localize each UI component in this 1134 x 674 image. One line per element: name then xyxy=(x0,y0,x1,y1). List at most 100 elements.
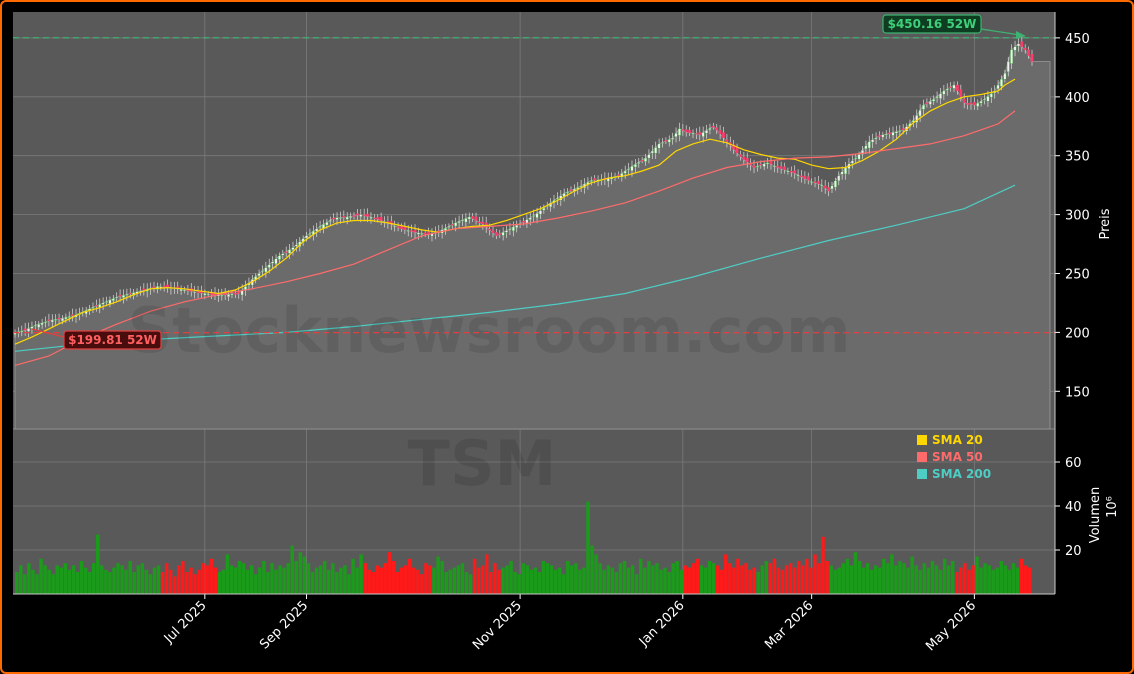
candle-body xyxy=(796,174,800,177)
volume-bar xyxy=(829,565,833,594)
candle-body xyxy=(759,164,763,166)
candle-body xyxy=(474,216,478,221)
volume-bar xyxy=(711,563,716,594)
volume-bar xyxy=(643,567,647,594)
volume-bar xyxy=(764,561,769,594)
volume-bar xyxy=(177,565,181,594)
candle-body xyxy=(210,293,213,295)
candle-body xyxy=(515,225,519,228)
volume-bar xyxy=(776,567,781,594)
candle-body xyxy=(284,251,288,253)
volume-bar xyxy=(485,554,489,594)
volume-bar xyxy=(647,561,651,594)
candle-body xyxy=(735,146,739,154)
candle-body xyxy=(352,215,356,217)
volume-bar xyxy=(744,563,748,594)
legend-entry: SMA 200 xyxy=(932,467,991,481)
candle-body xyxy=(681,129,685,131)
price-tick-label: 200 xyxy=(1065,326,1090,341)
candle-body xyxy=(152,286,156,288)
candle-body xyxy=(820,185,824,187)
volume-bar xyxy=(720,569,724,594)
candle-body xyxy=(945,88,949,91)
candle-body xyxy=(864,145,868,149)
candle-body xyxy=(488,228,491,231)
volume-bar xyxy=(164,563,169,594)
volume-bar xyxy=(707,561,712,594)
volume-bar xyxy=(1003,565,1008,594)
x-tick-label: Jul 2025 xyxy=(161,598,210,647)
candle-body xyxy=(688,129,691,133)
candle-body xyxy=(420,233,424,235)
volume-bar xyxy=(241,563,246,594)
volume-bar xyxy=(91,563,96,594)
candle-body xyxy=(593,178,597,181)
candle-body xyxy=(50,319,54,323)
candle-body xyxy=(766,162,769,165)
volume-bar xyxy=(622,561,627,594)
candle-body xyxy=(362,214,366,216)
candle-body xyxy=(589,180,593,182)
volume-bar xyxy=(902,563,906,594)
candle-body xyxy=(674,133,678,137)
candle-body xyxy=(827,187,830,192)
volume-bar xyxy=(594,554,598,594)
candle-body xyxy=(1013,46,1017,51)
candle-body xyxy=(315,228,319,232)
candle-body xyxy=(952,84,956,89)
volume-bar xyxy=(47,569,51,594)
volume-bar xyxy=(521,563,525,594)
candle-body xyxy=(739,154,742,158)
volume-bar xyxy=(497,569,501,594)
volume-bar xyxy=(1019,558,1024,594)
volume-bar xyxy=(752,567,756,594)
volume-bar xyxy=(841,563,846,594)
volume-bar xyxy=(31,569,35,594)
volume-bar xyxy=(379,567,384,594)
candle-body xyxy=(884,133,888,136)
candle-body xyxy=(634,164,637,168)
candle-body xyxy=(667,139,671,143)
candle-body xyxy=(61,318,64,322)
candle-body xyxy=(644,157,647,162)
candle-body xyxy=(179,289,183,292)
watermark-ticker: TSM xyxy=(408,427,557,500)
volume-bar xyxy=(505,565,509,594)
volume-bar xyxy=(1023,565,1028,594)
candle-body xyxy=(108,299,112,304)
volume-bar xyxy=(254,574,258,594)
candle-body xyxy=(996,84,1000,89)
candle-body xyxy=(623,170,627,174)
volume-bar xyxy=(792,567,797,594)
volume-bar xyxy=(67,569,72,594)
candle-body xyxy=(257,273,261,276)
candle-body xyxy=(556,197,559,200)
volume-bar xyxy=(464,572,469,594)
volume-bar xyxy=(35,574,39,594)
volume-tick-label: 20 xyxy=(1065,544,1082,559)
candle-body xyxy=(752,165,756,168)
volume-bar xyxy=(659,569,663,594)
candle-body xyxy=(888,132,891,134)
volume-bar xyxy=(51,574,55,594)
volume-bar xyxy=(136,565,140,594)
candle-body xyxy=(1017,43,1020,47)
volume-bar xyxy=(788,563,793,594)
low-52w-label-box xyxy=(63,330,162,350)
candle-body xyxy=(834,180,837,188)
x-tick-label: Sep 2025 xyxy=(257,598,311,652)
candle-body xyxy=(918,110,922,117)
candle-body xyxy=(525,219,529,224)
candle-body xyxy=(372,217,376,220)
candle-body xyxy=(922,104,925,110)
candle-body xyxy=(71,314,74,316)
volume-bar xyxy=(517,574,521,594)
candle-body xyxy=(44,321,47,323)
volume-bar xyxy=(545,563,550,594)
candle-body xyxy=(233,293,237,295)
candle-body xyxy=(491,230,495,234)
volume-bar xyxy=(391,561,396,594)
volume-bar xyxy=(950,561,955,594)
volume-bar xyxy=(525,565,529,594)
